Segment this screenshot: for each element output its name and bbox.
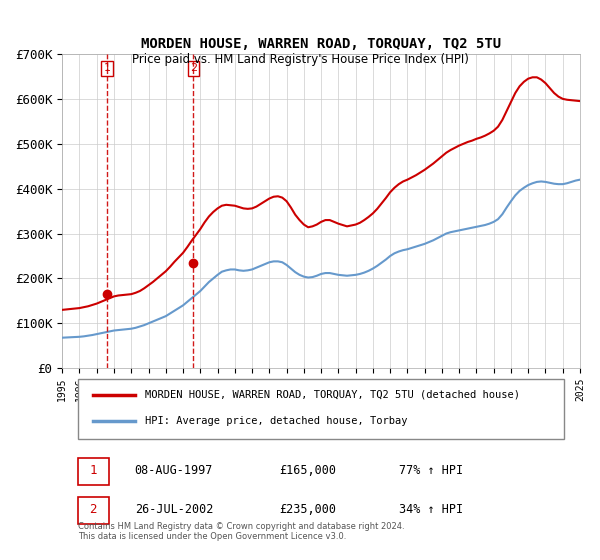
Text: £165,000: £165,000 [280, 464, 337, 477]
Text: 26-JUL-2002: 26-JUL-2002 [135, 503, 213, 516]
Text: 2: 2 [190, 63, 197, 73]
Text: 1: 1 [104, 63, 110, 73]
Text: Contains HM Land Registry data © Crown copyright and database right 2024.
This d: Contains HM Land Registry data © Crown c… [78, 522, 404, 542]
Text: 34% ↑ HPI: 34% ↑ HPI [399, 503, 463, 516]
Title: MORDEN HOUSE, WARREN ROAD, TORQUAY, TQ2 5TU: MORDEN HOUSE, WARREN ROAD, TORQUAY, TQ2 … [141, 38, 501, 52]
Text: 08-AUG-1997: 08-AUG-1997 [135, 464, 213, 477]
FancyBboxPatch shape [78, 497, 109, 524]
Text: HPI: Average price, detached house, Torbay: HPI: Average price, detached house, Torb… [145, 416, 407, 426]
Text: £235,000: £235,000 [280, 503, 337, 516]
Text: 77% ↑ HPI: 77% ↑ HPI [399, 464, 463, 477]
Text: 1: 1 [89, 464, 97, 477]
FancyBboxPatch shape [78, 379, 565, 439]
Text: MORDEN HOUSE, WARREN ROAD, TORQUAY, TQ2 5TU (detached house): MORDEN HOUSE, WARREN ROAD, TORQUAY, TQ2 … [145, 390, 520, 400]
Text: 2: 2 [89, 503, 97, 516]
Text: Price paid vs. HM Land Registry's House Price Index (HPI): Price paid vs. HM Land Registry's House … [131, 53, 469, 66]
FancyBboxPatch shape [78, 459, 109, 485]
